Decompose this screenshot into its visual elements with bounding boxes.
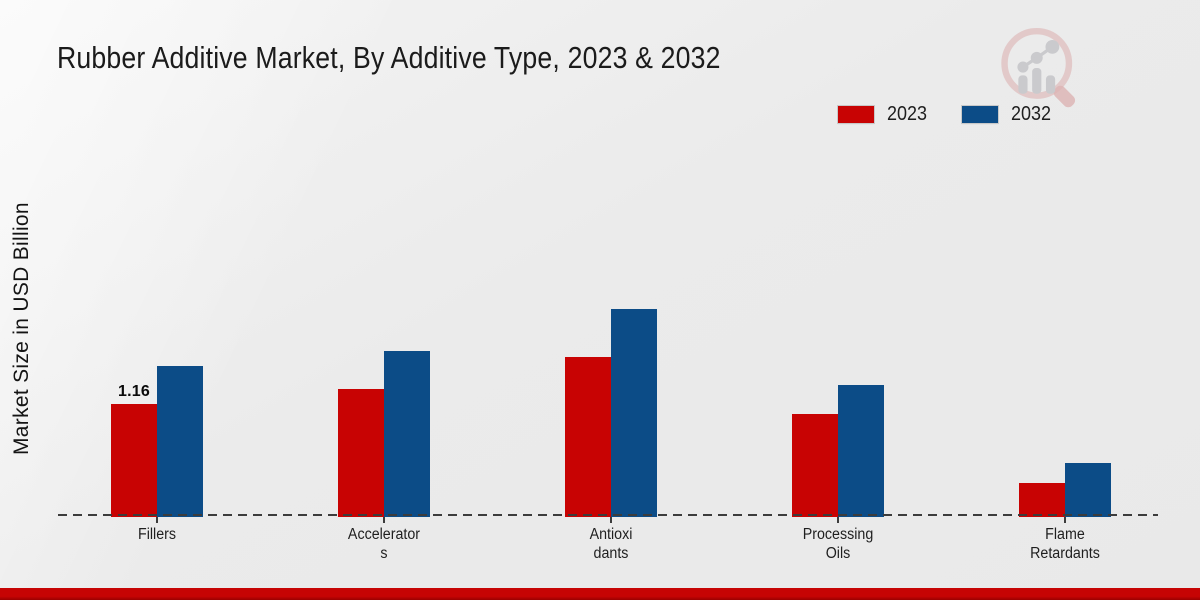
data-label-2023-fillers: 1.16 [118, 383, 150, 400]
magnifier-icon [1001, 27, 1076, 108]
legend-item-2023[interactable]: 2023 [838, 103, 932, 126]
brand-logo-watermark [1001, 27, 1076, 108]
bar-2023-accelerators[interactable] [338, 389, 384, 517]
x-axis-tick-flame-retardants [1064, 517, 1066, 523]
legend-label-2032: 2032 [1010, 103, 1051, 125]
page-title: Rubber Additive Market, By Additive Type… [57, 40, 829, 76]
bar-2032-fillers[interactable] [157, 366, 203, 517]
bar-2032-antioxidants[interactable] [611, 309, 657, 517]
bar-2023-antioxidants[interactable] [565, 357, 611, 517]
category-label-fillers: Fillers [137, 526, 177, 543]
bar-2023-processing-oils[interactable] [792, 414, 838, 517]
bar-2023-flame-retardants[interactable] [1019, 483, 1065, 517]
legend-item-2032[interactable]: 2032 [961, 103, 1056, 126]
bar-2023-fillers[interactable] [111, 404, 157, 517]
bar-2032-flame-retardants[interactable] [1065, 463, 1111, 517]
bar-2032-accelerators[interactable] [384, 351, 430, 517]
page-title-text: Rubber Additive Market, By Additive Type… [57, 40, 721, 75]
category-label-accelerators: Accelerator s [347, 526, 421, 563]
x-axis-tick-antioxidants [610, 517, 612, 523]
category-label-processing-oils: Processing Oils [802, 526, 874, 563]
bar-2032-processing-oils[interactable] [838, 385, 884, 517]
category-label-antioxidants: Antioxi dants [589, 526, 633, 563]
x-axis-tick-processing-oils [837, 517, 839, 523]
logo-bars-icon [1017, 39, 1060, 94]
legend-label-2023: 2023 [887, 103, 928, 125]
legend-swatch-2023 [838, 106, 874, 123]
category-label-flame-retardants: Flame Retardants [1030, 526, 1100, 563]
x-axis-tick-accelerators [383, 517, 385, 523]
chart-legend: 2023 2032 [838, 103, 1055, 126]
x-axis-dashed-line [58, 514, 1158, 517]
footer-accent-strip [0, 588, 1200, 600]
x-axis-tick-fillers [156, 517, 158, 523]
legend-swatch-2032 [961, 106, 998, 123]
